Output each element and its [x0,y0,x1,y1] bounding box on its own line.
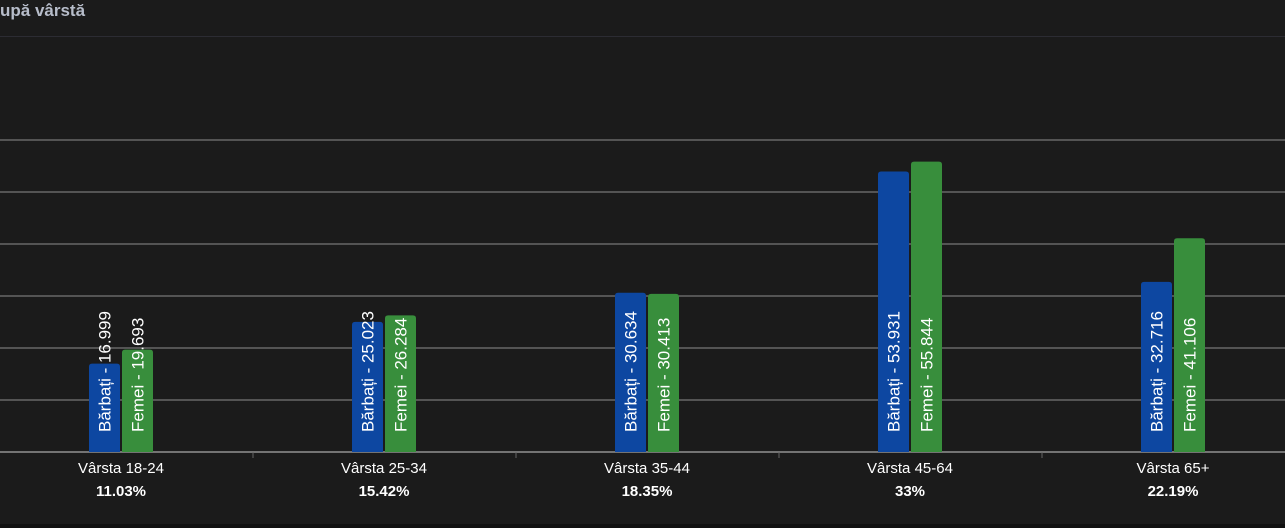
bar-value-label: Femei - 41.106 [1181,318,1200,432]
bar-men [1141,281,1172,452]
chart-bottom-border [0,524,1285,528]
bar-men [878,171,909,452]
bar-women [911,161,942,452]
bar-value-label: Bărbați - 16.999 [96,311,115,432]
category-labels: Vârsta 18-24 11.03% Vârsta 25-34 15.42% Vârs… [78,460,1210,500]
bar-women [1174,238,1205,452]
category-percentage: 11.03% [96,483,146,500]
x-tick-label: Vârsta 35-44 [604,460,690,477]
x-tick-label: Vârsta 18-24 [78,460,164,477]
category-percentage: 15.42% [359,483,410,500]
bars: Bărbați - 16.999 Femei - 19.693 Bărbați - … [89,161,1205,452]
bar-women [122,349,153,452]
bar-women [648,293,679,452]
bar-value-label: Bărbați - 30.634 [622,311,641,432]
chart-header: upă vârstă [0,0,1285,37]
bar-value-label: Femei - 55.844 [918,318,937,432]
category-percentage: 33% [895,483,925,500]
x-tick-label: Vârsta 65+ [1137,460,1210,477]
category-percentage: 18.35% [622,483,673,500]
x-tick-label: Vârsta 25-34 [341,460,427,477]
chart-title: upă vârstă [0,1,86,20]
bar-value-label: Femei - 30.413 [655,318,674,432]
bar-value-label: Bărbați - 25.023 [359,311,378,432]
bar-women [385,315,416,452]
bar-men [352,321,383,452]
bar-value-label: Bărbați - 32.716 [1148,311,1167,432]
bar-value-label: Femei - 19.693 [129,318,148,432]
bar-value-label: Femei - 26.284 [392,318,411,432]
bar-men [615,292,646,452]
x-tick-label: Vârsta 45-64 [867,460,953,477]
bar-value-label: Bărbați - 53.931 [885,311,904,432]
bar-men [89,363,120,452]
category-percentage: 22.19% [1148,483,1199,500]
